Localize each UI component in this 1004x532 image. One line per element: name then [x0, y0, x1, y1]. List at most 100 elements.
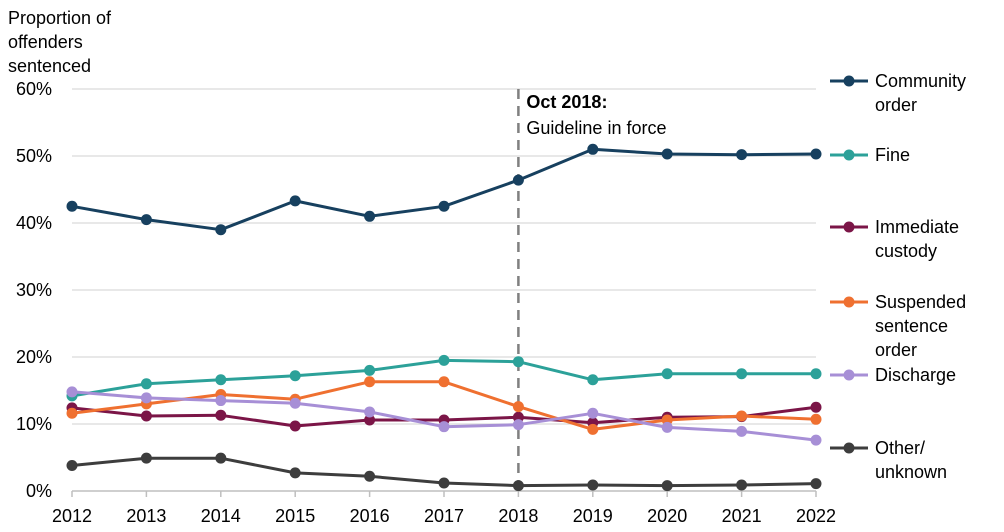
- data-point-community-order: [140, 214, 152, 226]
- y-tick-label: 60%: [16, 79, 52, 99]
- data-point-suspended-sentence-order: [512, 401, 524, 413]
- data-point-discharge: [438, 421, 450, 433]
- series-community-order: [66, 143, 822, 236]
- data-point-other-unknown: [512, 480, 524, 492]
- legend-label: Discharge: [875, 365, 956, 385]
- series-line-community-order: [71, 147, 817, 232]
- series-fine: [66, 354, 822, 402]
- data-point-community-order: [438, 200, 450, 212]
- guideline-annotation: Oct 2018: Guideline in force: [517, 89, 666, 491]
- data-point-discharge: [215, 395, 227, 407]
- data-point-other-unknown: [140, 452, 152, 464]
- annotation-title: Oct 2018:: [526, 92, 607, 112]
- data-point-community-order: [587, 143, 599, 155]
- data-point-suspended-sentence-order: [66, 407, 78, 419]
- data-point-fine: [587, 374, 599, 386]
- legend-label: Immediate: [875, 217, 959, 237]
- series-other-unknown: [66, 452, 822, 492]
- legend-item-suspended-sentence-order: Suspended sentence order: [830, 292, 966, 360]
- legend-item-community-order: Community order: [830, 71, 966, 115]
- data-point-other-unknown: [215, 452, 227, 464]
- legend-swatch-marker: [843, 149, 855, 161]
- data-point-suspended-sentence-order: [810, 413, 822, 425]
- data-point-discharge: [810, 434, 822, 446]
- data-point-other-unknown: [661, 480, 673, 492]
- x-tick-label: 2022: [796, 506, 836, 526]
- data-point-community-order: [512, 174, 524, 186]
- legend-swatch-marker: [843, 442, 855, 454]
- legend-label: Community: [875, 71, 966, 91]
- data-point-discharge: [140, 392, 152, 404]
- data-point-discharge: [66, 386, 78, 398]
- x-tick-label: 2016: [350, 506, 390, 526]
- data-point-fine: [289, 370, 301, 382]
- series-discharge: [66, 386, 822, 446]
- y-axis: 0% 10% 20% 30% 40% 50% 60%: [16, 79, 52, 501]
- y-tick-label: 10%: [16, 414, 52, 434]
- y-axis-title-line-2: offenders: [8, 32, 83, 52]
- data-point-fine: [215, 374, 227, 386]
- data-point-suspended-sentence-order: [364, 376, 376, 388]
- legend-swatch-marker: [843, 369, 855, 381]
- legend-label: Suspended: [875, 292, 966, 312]
- data-point-immediate-custody: [810, 401, 822, 413]
- data-point-other-unknown: [810, 478, 822, 490]
- series-group: [66, 143, 822, 492]
- legend: Community order Fine Immediate custody Suspen…: [830, 71, 966, 482]
- data-point-immediate-custody: [364, 414, 376, 426]
- x-tick-label: 2018: [498, 506, 538, 526]
- x-tick-label: 2021: [722, 506, 762, 526]
- x-tick-label: 2020: [647, 506, 687, 526]
- data-point-other-unknown: [289, 467, 301, 479]
- y-tick-label: 50%: [16, 146, 52, 166]
- data-point-community-order: [810, 148, 822, 160]
- y-axis-title-line-3: sentenced: [8, 56, 92, 76]
- x-tick-label: 2013: [126, 506, 166, 526]
- data-point-discharge: [289, 397, 301, 409]
- data-point-immediate-custody: [140, 410, 152, 422]
- data-point-immediate-custody: [215, 409, 227, 421]
- y-axis-title-line-1: Proportion of: [8, 8, 112, 28]
- legend-swatch-marker: [843, 221, 855, 233]
- data-point-other-unknown: [736, 479, 748, 491]
- legend-item-fine: Fine: [830, 145, 910, 165]
- legend-item-discharge: Discharge: [830, 365, 956, 385]
- data-point-fine: [736, 368, 748, 380]
- legend-label: sentence: [875, 316, 948, 336]
- legend-label: Fine: [875, 145, 910, 165]
- data-point-discharge: [661, 421, 673, 433]
- data-point-discharge: [736, 425, 748, 437]
- legend-label: custody: [875, 241, 937, 261]
- data-point-fine: [810, 368, 822, 380]
- data-point-fine: [438, 354, 450, 366]
- data-point-other-unknown: [587, 479, 599, 491]
- data-point-community-order: [289, 195, 301, 207]
- legend-label: Other/: [875, 438, 925, 458]
- x-tick-label: 2017: [424, 506, 464, 526]
- data-point-other-unknown: [364, 470, 376, 482]
- data-point-community-order: [661, 148, 673, 160]
- data-point-other-unknown: [66, 460, 78, 472]
- x-tick-label: 2014: [201, 506, 241, 526]
- y-tick-label: 0%: [26, 481, 52, 501]
- y-axis-title: Proportion of offenders sentenced: [8, 6, 168, 78]
- y-tick-label: 20%: [16, 347, 52, 367]
- legend-item-immediate-custody: Immediate custody: [830, 217, 959, 261]
- legend-swatch-marker: [843, 296, 855, 308]
- data-point-discharge: [587, 407, 599, 419]
- x-tick-label: 2019: [573, 506, 613, 526]
- legend-item-other-unknown: Other/unknown: [830, 438, 947, 482]
- legend-label: order: [875, 340, 917, 360]
- data-point-fine: [364, 364, 376, 376]
- data-point-community-order: [66, 200, 78, 212]
- data-point-discharge: [512, 419, 524, 431]
- data-point-other-unknown: [438, 477, 450, 489]
- data-point-community-order: [364, 210, 376, 222]
- data-point-fine: [512, 356, 524, 368]
- legend-label: order: [875, 95, 917, 115]
- data-point-suspended-sentence-order: [587, 423, 599, 435]
- y-tick-label: 40%: [16, 213, 52, 233]
- data-point-discharge: [364, 406, 376, 418]
- legend-label: unknown: [875, 462, 947, 482]
